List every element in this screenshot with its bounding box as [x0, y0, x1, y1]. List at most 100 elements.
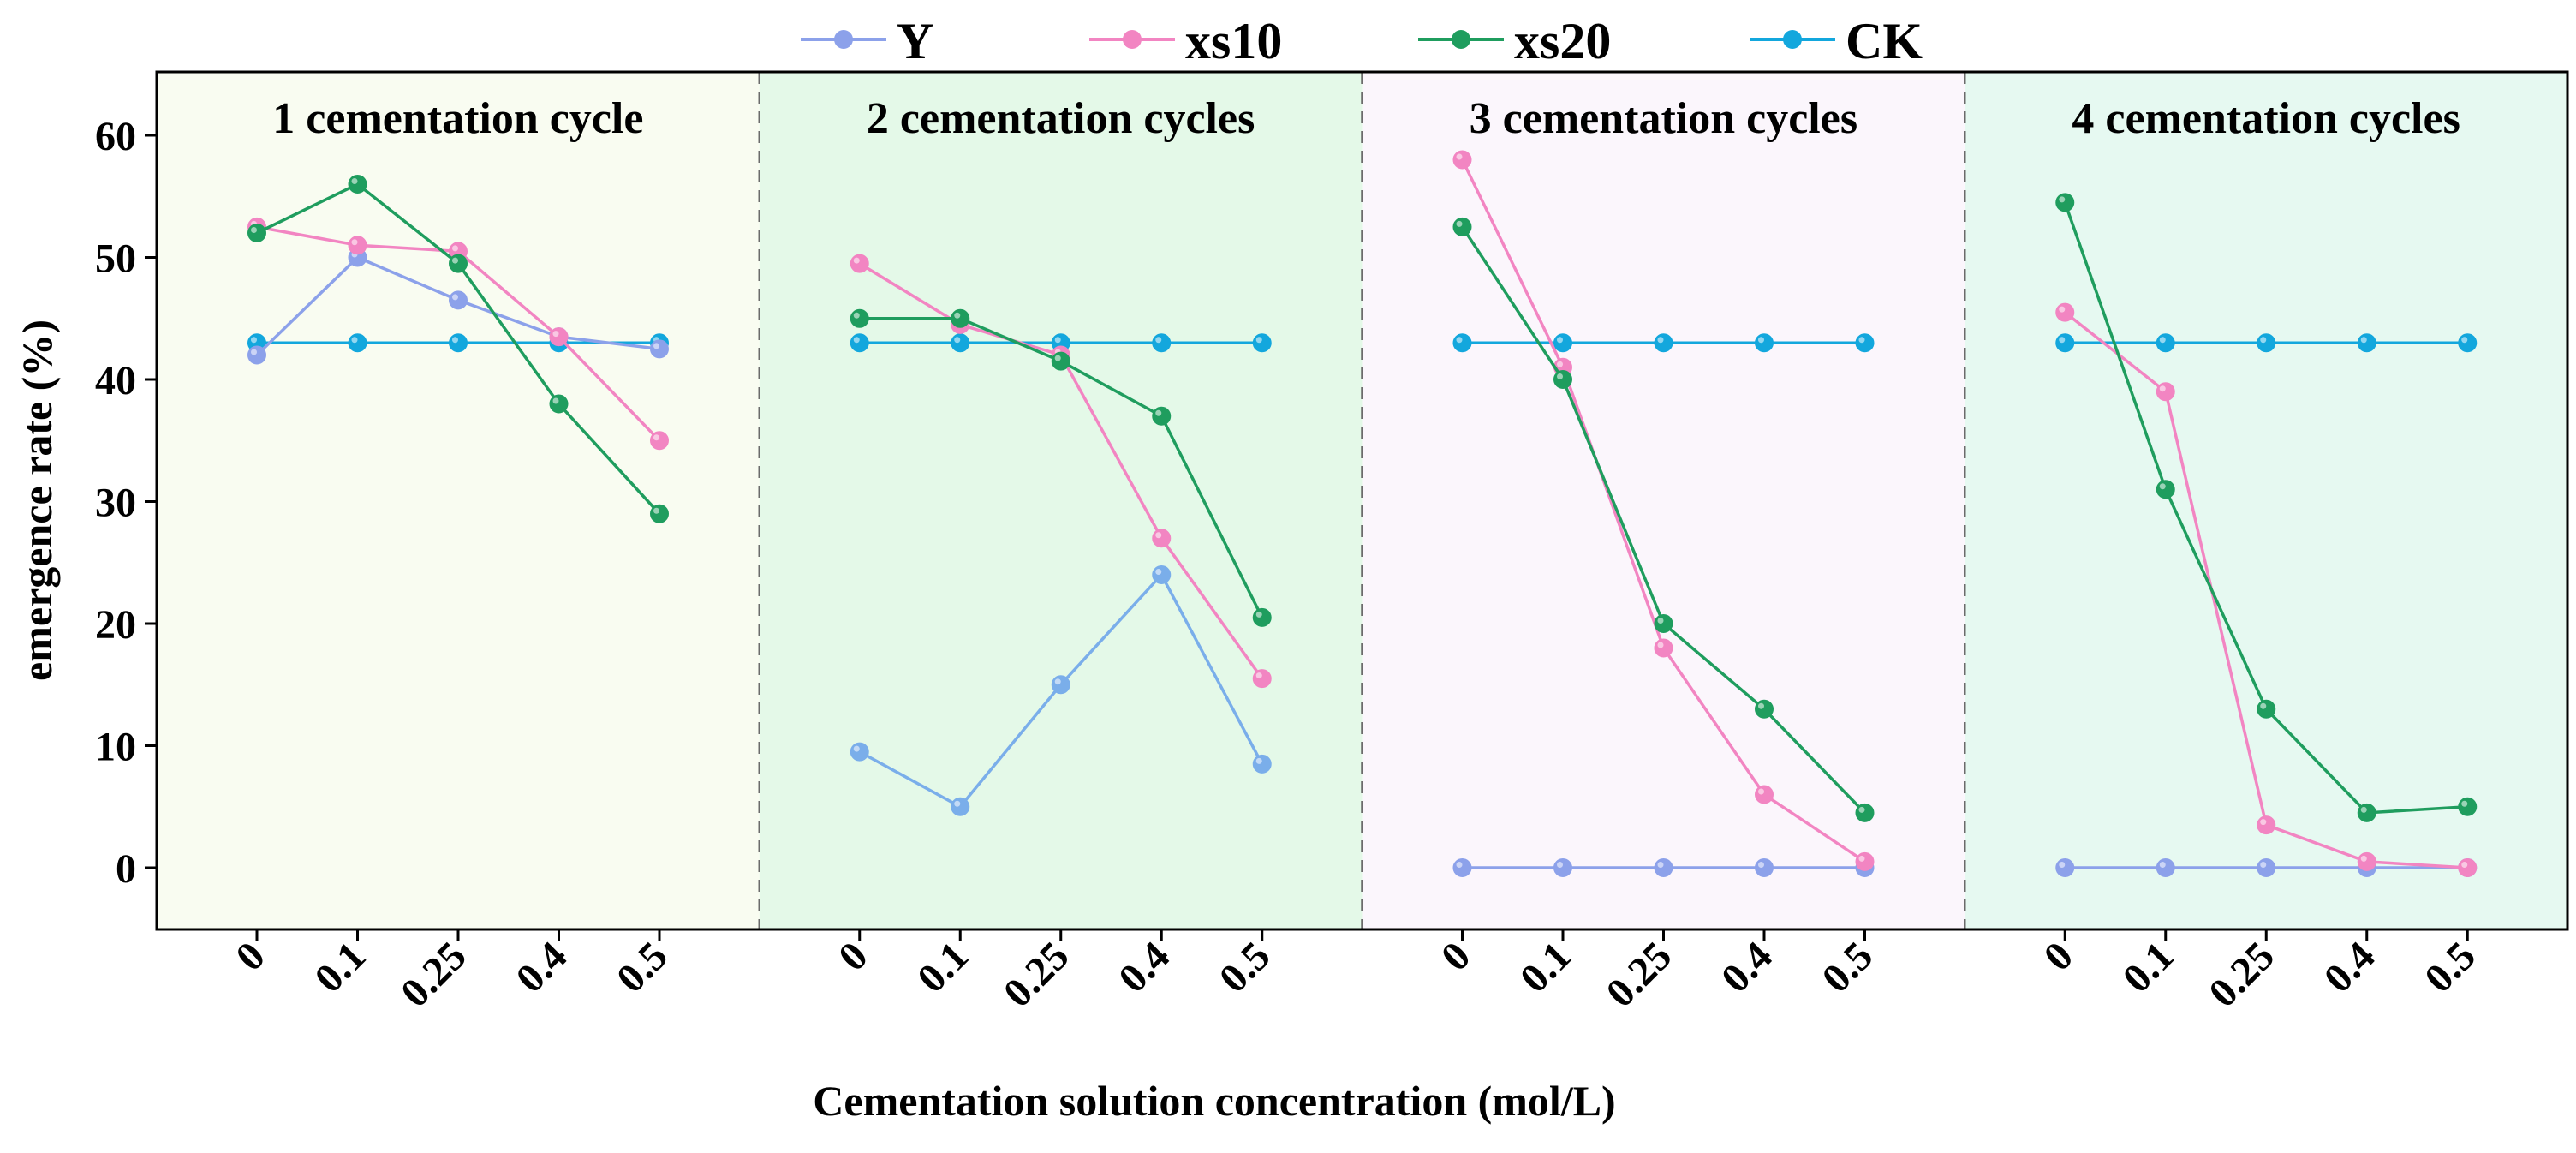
data-point-highlight: [1255, 337, 1262, 344]
data-point-highlight: [1858, 337, 1865, 344]
x-tick-label: 0.4: [507, 933, 575, 1001]
x-tick-label: 0: [227, 933, 273, 979]
data-point-CK: [2257, 333, 2276, 353]
data-point-CK: [1152, 333, 1172, 353]
x-tick-label: 0: [2036, 933, 2082, 979]
data-point-Y: [1252, 754, 1272, 774]
data-point-Y: [850, 742, 869, 762]
x-tick-label: 0.5: [2416, 933, 2484, 1001]
data-point-highlight: [853, 312, 860, 319]
y-axis-title: emergence rate (%): [13, 320, 61, 681]
data-point-xs20: [1654, 614, 1673, 633]
data-point-xs10: [2055, 302, 2075, 322]
data-point-highlight: [1155, 409, 1162, 416]
data-point-xs10: [850, 254, 869, 273]
data-point-xs10: [2458, 858, 2478, 877]
data-point-highlight: [351, 239, 358, 246]
data-point-Y: [951, 797, 970, 816]
data-point-xs20: [2357, 803, 2376, 822]
data-point-highlight: [1557, 373, 1563, 379]
data-point-highlight: [552, 331, 559, 338]
data-point-highlight: [2059, 337, 2066, 344]
data-point-CK: [1452, 333, 1472, 353]
panel-background: [759, 72, 1363, 929]
legend-label: xs20: [1514, 13, 1611, 69]
data-point-Y: [1152, 565, 1172, 584]
data-point-xs20: [951, 308, 970, 328]
x-tick-label: 0.4: [1713, 933, 1781, 1001]
data-point-highlight: [954, 312, 961, 319]
data-point-highlight: [2360, 806, 2367, 813]
data-point-highlight: [1758, 337, 1764, 344]
data-point-highlight: [2461, 337, 2468, 344]
y-tick-label: 30: [95, 481, 136, 526]
data-point-highlight: [351, 178, 358, 184]
data-point-xs10: [549, 327, 569, 347]
data-point-Y: [1654, 858, 1673, 877]
data-point-xs20: [348, 175, 367, 194]
data-point-highlight: [1155, 569, 1162, 575]
data-point-highlight: [251, 349, 257, 355]
data-point-xs10: [2257, 815, 2276, 835]
data-point-xs20: [2156, 480, 2175, 499]
panel-label: 4 cementation cycles: [2072, 94, 2460, 143]
data-point-xs10: [1755, 785, 1774, 804]
data-point-CK: [449, 333, 468, 353]
data-point-highlight: [1758, 788, 1764, 795]
data-point-highlight: [1255, 757, 1262, 764]
data-point-highlight: [1456, 153, 1463, 160]
data-point-xs10: [2357, 851, 2376, 871]
data-point-highlight: [653, 507, 659, 514]
data-point-CK: [1755, 333, 1774, 353]
data-point-highlight: [1456, 862, 1463, 868]
data-point-xs10: [2156, 382, 2175, 402]
x-tick-label: 0.25: [995, 933, 1078, 1016]
data-point-xs20: [1755, 699, 1774, 719]
data-point-highlight: [853, 337, 860, 344]
data-point-CK: [1252, 333, 1272, 353]
data-point-highlight: [2159, 483, 2166, 490]
data-point-Y: [1051, 675, 1070, 695]
legend-swatch-marker: [1452, 30, 1470, 49]
data-point-highlight: [2059, 306, 2066, 313]
data-point-highlight: [1557, 862, 1563, 868]
data-point-highlight: [452, 294, 458, 301]
x-tick-label: 0: [1433, 933, 1479, 979]
data-point-highlight: [452, 337, 458, 344]
data-point-highlight: [1054, 337, 1061, 344]
panel-label: 1 cementation cycle: [272, 94, 643, 143]
data-point-CK: [2458, 333, 2478, 353]
data-point-xs20: [1051, 351, 1070, 371]
data-point-highlight: [2260, 862, 2267, 868]
panel-labels: 1 cementation cycle 2 cementation cycles 3…: [272, 94, 2460, 143]
panel-background: [1965, 72, 2567, 929]
data-point-xs20: [1553, 370, 1572, 389]
data-point-highlight: [2159, 862, 2166, 868]
data-point-highlight: [1657, 618, 1664, 624]
x-tick-label: 0.1: [1512, 933, 1580, 1001]
data-point-highlight: [1758, 862, 1764, 868]
data-point-xs20: [2257, 699, 2276, 719]
data-point-Y: [1553, 858, 1572, 877]
data-point-highlight: [1255, 611, 1262, 618]
data-point-xs10: [1855, 851, 1875, 871]
panel-background: [157, 72, 760, 929]
x-tick-label: 0.25: [1597, 933, 1680, 1016]
data-point-Y: [2055, 858, 2075, 877]
data-point-highlight: [1155, 337, 1162, 344]
data-point-xs20: [449, 254, 468, 273]
panel-backgrounds: [157, 72, 2567, 929]
data-point-CK: [951, 333, 970, 353]
data-point-highlight: [1054, 355, 1061, 361]
data-point-xs20: [2055, 193, 2075, 212]
data-point-highlight: [2260, 702, 2267, 709]
data-point-Y: [1755, 858, 1774, 877]
data-point-CK: [1553, 333, 1572, 353]
data-point-highlight: [1657, 862, 1664, 868]
data-point-Y: [2156, 858, 2175, 877]
x-tick-label: 0.25: [392, 933, 475, 1016]
data-point-xs20: [1452, 217, 1472, 236]
